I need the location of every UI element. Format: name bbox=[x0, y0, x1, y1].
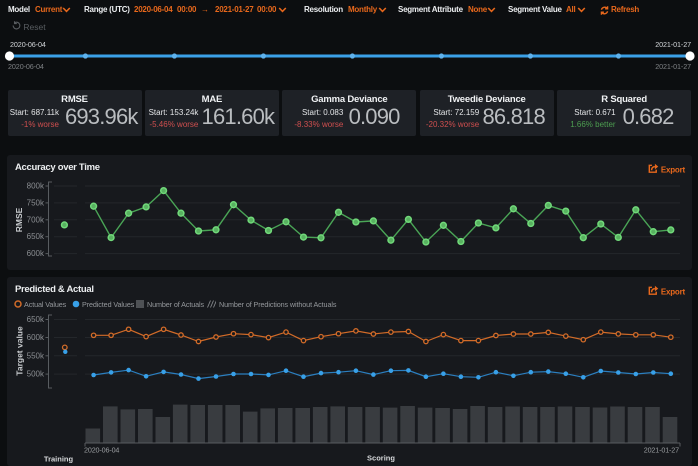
svg-text:750k: 750k bbox=[27, 198, 45, 207]
svg-text:Target value: Target value bbox=[15, 326, 25, 376]
svg-text:2021-01-27: 2021-01-27 bbox=[644, 446, 679, 455]
svg-text:800k: 800k bbox=[27, 182, 45, 191]
svg-text:600k: 600k bbox=[27, 333, 45, 342]
svg-text:600k: 600k bbox=[27, 249, 45, 258]
svg-text:550k: 550k bbox=[27, 351, 45, 360]
svg-text:Training: Training bbox=[44, 455, 74, 464]
svg-text:700k: 700k bbox=[27, 215, 45, 224]
svg-text:RMSE: RMSE bbox=[14, 207, 24, 232]
svg-text:650k: 650k bbox=[27, 232, 45, 241]
svg-text:2020-06-04: 2020-06-04 bbox=[84, 446, 119, 455]
svg-text:650k: 650k bbox=[27, 315, 45, 324]
svg-text:Scoring: Scoring bbox=[367, 454, 395, 463]
svg-text:500k: 500k bbox=[27, 370, 45, 379]
